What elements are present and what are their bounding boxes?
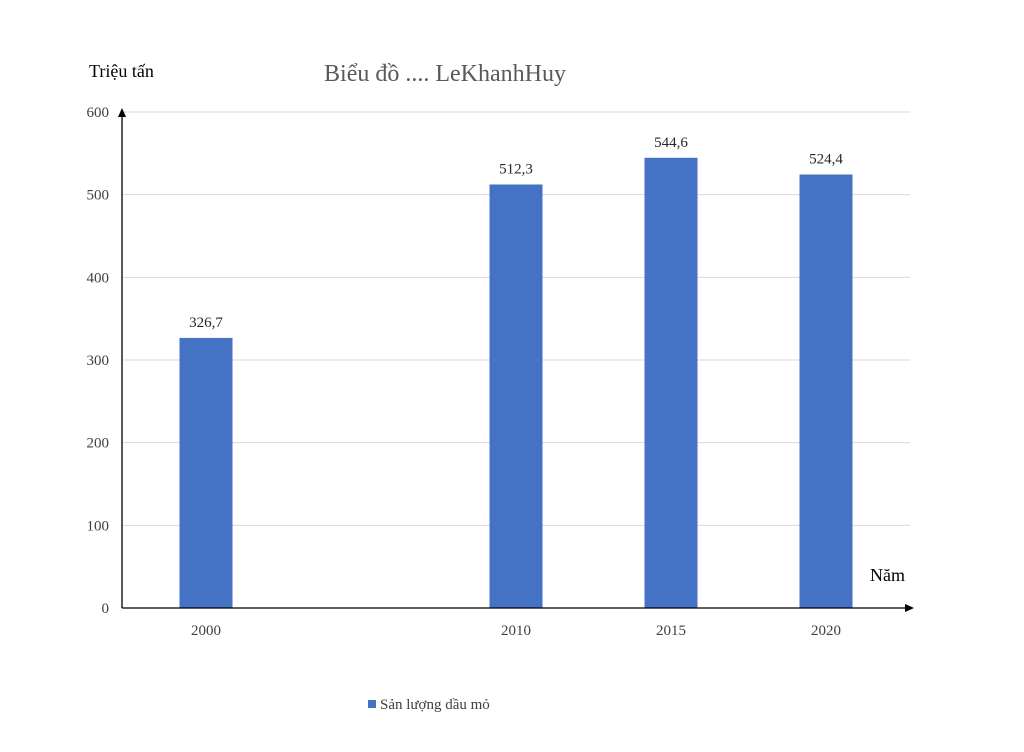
data-label: 524,4 <box>809 151 843 167</box>
y-tick-label: 400 <box>87 270 110 286</box>
x-axis-title: Năm <box>870 565 905 585</box>
legend-swatch <box>368 700 376 708</box>
x-tick-label: 2010 <box>501 623 531 639</box>
y-tick-label: 100 <box>87 518 110 534</box>
bar <box>489 184 543 609</box>
y-tick-label: 200 <box>87 436 110 452</box>
y-tick-label: 500 <box>87 188 110 204</box>
y-axis-title: Triệu tấn <box>89 61 154 81</box>
bar <box>179 337 233 608</box>
chart-title: Biểu đồ .... LeKhanhHuy <box>324 61 566 87</box>
legend: Sản lượng dầu mỏ <box>368 697 490 713</box>
y-tick-label: 600 <box>87 105 110 121</box>
legend-label: Sản lượng dầu mỏ <box>380 697 490 713</box>
bars <box>179 157 853 609</box>
data-label: 326,7 <box>189 315 223 331</box>
bar <box>799 174 853 608</box>
axes <box>118 108 914 612</box>
x-tick-label: 2015 <box>656 623 686 639</box>
data-label: 544,6 <box>654 135 688 151</box>
bar <box>644 157 698 608</box>
y-tick-label: 0 <box>102 601 110 617</box>
y-tick-label: 300 <box>87 353 110 369</box>
x-tick-label: 2000 <box>191 623 221 639</box>
data-label: 512,3 <box>499 161 533 177</box>
labels: 0 100 200 300 400 500 600 326,7 2000 512,3 2010 544… <box>87 105 844 639</box>
x-tick-label: 2020 <box>811 623 841 639</box>
